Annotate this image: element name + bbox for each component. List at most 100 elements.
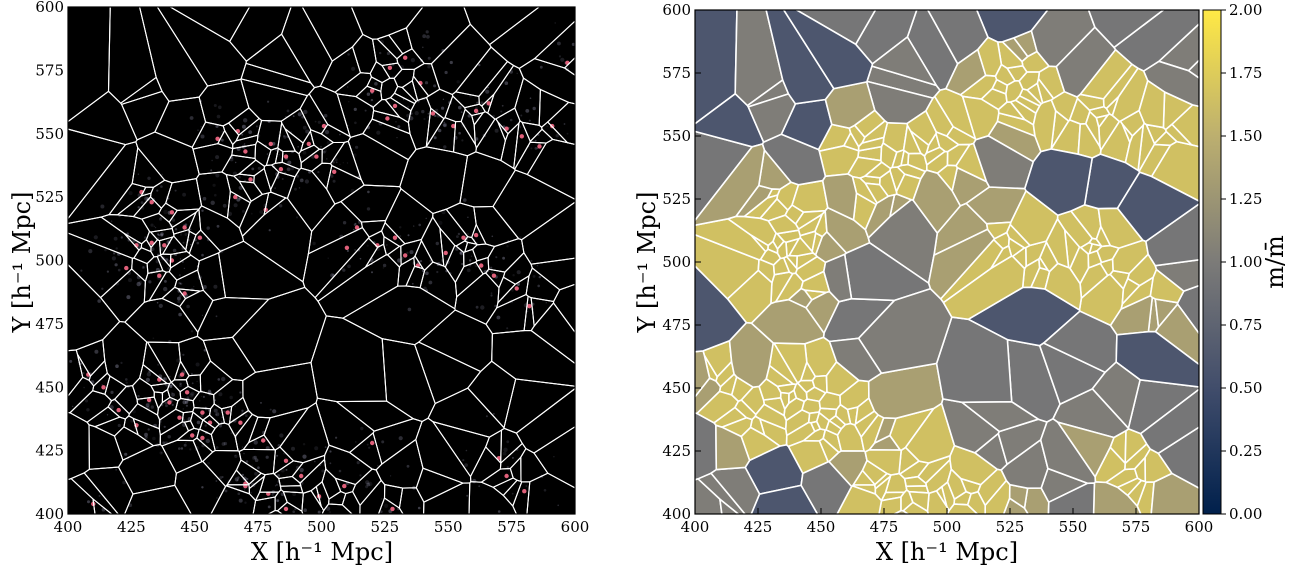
- voronoi-cell: [1087, 237, 1104, 248]
- filament-dust: [152, 436, 156, 441]
- colorbar-ticks: 0.00 0.25 0.50 0.75 1.00 1.25 1.50 1.75 2.00: [1221, 1, 1262, 523]
- filament-dust: [218, 105, 222, 110]
- filament-dust: [100, 204, 105, 209]
- filament-dust: [438, 220, 443, 225]
- filament-dust: [444, 70, 448, 75]
- filament-dust: [232, 240, 234, 242]
- filament-dust: [492, 412, 495, 415]
- filament-dust: [196, 420, 201, 425]
- filament-dust: [354, 222, 357, 225]
- voronoi-edge: [274, 147, 284, 164]
- voronoi-edge: [500, 121, 520, 170]
- voronoi-cell: [800, 460, 853, 514]
- filament-dust: [285, 515, 286, 516]
- filament-dust: [185, 441, 187, 444]
- filament-dust: [417, 506, 421, 510]
- filament-dust: [332, 179, 336, 183]
- filament-dust: [351, 66, 356, 71]
- filament-dust: [485, 415, 488, 418]
- halo-point: [430, 111, 436, 116]
- x-tick-label: 400: [54, 518, 83, 536]
- voronoi-edge: [140, 186, 155, 197]
- filament-dust: [460, 111, 463, 113]
- voronoi-cell: [726, 215, 777, 247]
- filament-dust: [201, 209, 204, 212]
- filament-dust: [182, 353, 185, 356]
- filament-dust: [214, 399, 217, 402]
- filament-dust: [409, 116, 414, 121]
- filament-dust: [290, 166, 295, 171]
- filament-dust: [239, 391, 242, 394]
- filament-dust: [543, 489, 547, 492]
- filament-dust: [171, 403, 174, 406]
- filament-dust: [128, 503, 133, 508]
- voronoi-edge: [530, 257, 575, 291]
- filament-dust: [380, 510, 383, 513]
- filament-dust: [491, 272, 493, 274]
- filament-dust: [399, 226, 402, 229]
- filament-dust: [423, 98, 426, 101]
- voronoi-edge: [329, 140, 363, 181]
- filament-dust: [167, 435, 171, 439]
- filament-dust: [317, 120, 321, 124]
- halo-point: [403, 253, 408, 258]
- filament-dust: [213, 408, 218, 413]
- filament-dust: [194, 434, 196, 437]
- filament-dust: [553, 456, 555, 458]
- voronoi-cell: [985, 221, 1012, 240]
- voronoi-edge: [238, 448, 276, 476]
- filament-dust: [370, 98, 374, 102]
- voronoi-edge: [92, 497, 113, 514]
- filament-dust: [217, 404, 220, 407]
- filament-dust: [202, 395, 205, 398]
- right-panel-plot: 400 425 450 475 500 525 550 575 600 400 425 450 475 5…: [633, 1, 1213, 566]
- halo-point: [261, 438, 266, 443]
- filament-dust: [554, 22, 556, 24]
- voronoi-cell: [815, 411, 831, 431]
- voronoi-cell: [1124, 123, 1145, 172]
- voronoi-cell: [942, 255, 1026, 321]
- x-tick-label: 425: [117, 518, 146, 536]
- filament-dust: [115, 364, 119, 369]
- voronoi-cell: [828, 337, 883, 383]
- voronoi-edge: [197, 252, 227, 302]
- voronoi-edge: [189, 411, 204, 431]
- filament-dust: [296, 175, 300, 178]
- filament-dust: [346, 162, 349, 164]
- filament-dust: [97, 299, 101, 303]
- filament-dust: [435, 241, 439, 246]
- filament-dust: [152, 337, 155, 340]
- halo-point: [200, 410, 205, 415]
- halo-point: [184, 390, 190, 395]
- filament-dust: [478, 485, 481, 488]
- filament-dust: [428, 280, 433, 285]
- filament-dust: [207, 461, 211, 465]
- filament-dust: [379, 51, 382, 55]
- filament-dust: [571, 42, 575, 46]
- voronoi-cell: [1115, 330, 1199, 388]
- filament-dust: [275, 148, 278, 152]
- filament-dust: [241, 209, 245, 213]
- filament-dust: [347, 86, 349, 88]
- filament-dust: [80, 362, 82, 365]
- filament-dust: [320, 145, 322, 148]
- filament-dust: [265, 455, 269, 459]
- filament-dust: [342, 162, 344, 164]
- voronoi-cell: [1078, 48, 1134, 100]
- voronoi-cell: [906, 109, 938, 147]
- filament-dust: [582, 44, 586, 48]
- filament-dust: [205, 438, 210, 444]
- halo-point: [190, 433, 195, 438]
- filament-dust: [147, 428, 150, 431]
- filament-dust: [101, 507, 106, 512]
- voronoi-cell: [936, 164, 959, 193]
- filament-dust: [238, 518, 239, 519]
- filament-dust: [356, 529, 360, 533]
- filament-dust: [279, 160, 282, 163]
- filament-dust: [201, 253, 204, 257]
- halo-point: [299, 473, 304, 479]
- filament-dust: [220, 421, 223, 424]
- halo-point: [197, 235, 202, 240]
- x-tick-label: 500: [933, 518, 962, 536]
- filament-dust: [472, 478, 477, 484]
